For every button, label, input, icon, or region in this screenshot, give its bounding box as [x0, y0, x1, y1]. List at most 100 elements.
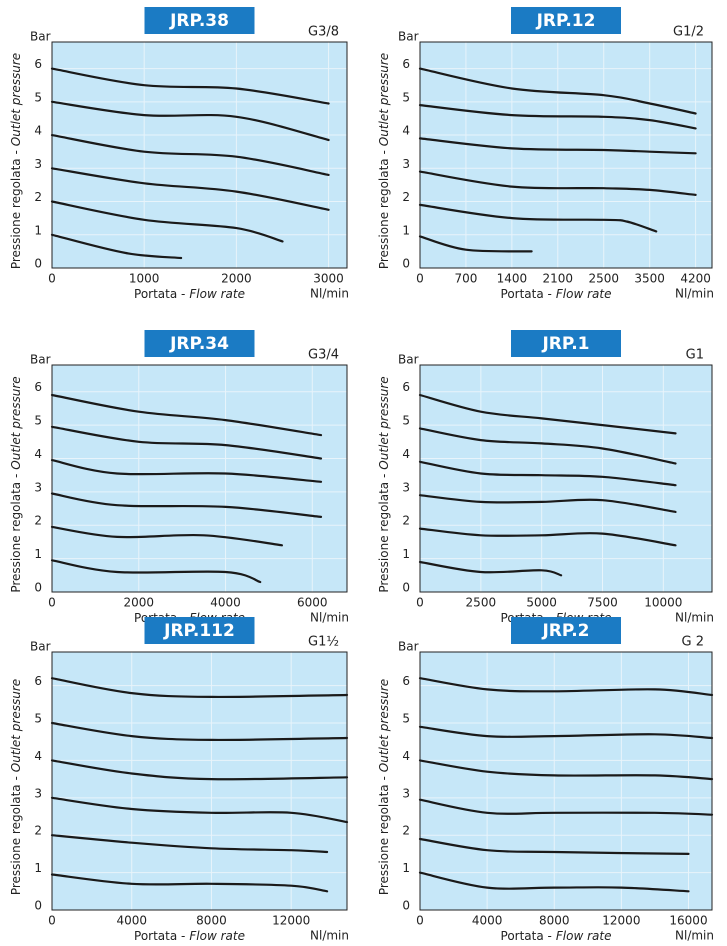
x-tick-label: 4200 — [680, 272, 711, 286]
x-tick-label: 0 — [416, 914, 424, 928]
y-tick-label: 1 — [402, 547, 410, 561]
y-tick-label: 6 — [34, 380, 42, 394]
curve — [418, 203, 658, 233]
subtitle: G1½ — [308, 635, 339, 650]
plot-area — [420, 365, 712, 592]
y-unit: Bar — [398, 640, 419, 654]
plot-area — [52, 652, 347, 910]
subtitle: G1 — [686, 348, 704, 363]
y-tick-label: 2 — [34, 190, 42, 204]
subtitle: G3/4 — [308, 348, 339, 363]
chart-title: JRP.112 — [163, 621, 235, 641]
y-label-part: Pressione regolata - — [9, 776, 23, 895]
x-label-part: Portata - — [134, 287, 185, 301]
y-unit: Bar — [30, 353, 51, 367]
x-tick-label: 2500 — [588, 272, 619, 286]
y-tick-label: 1 — [34, 223, 42, 237]
x-unit: Nl/min — [675, 611, 714, 625]
title-box — [511, 330, 621, 357]
chart: 0 1 2 3 4 5 6 0 1000 2000 3000 JRP.38 G3/8 Bar Nl/min P… — [9, 7, 349, 301]
x-tick-label: 700 — [454, 272, 477, 286]
x-unit: Nl/min — [310, 287, 349, 301]
x-tick-label: 0 — [48, 914, 56, 928]
y-axis-label: Pressione regolata - Outlet pressure — [377, 53, 391, 269]
y-unit: Bar — [30, 640, 51, 654]
y-unit: Bar — [30, 30, 51, 44]
curve — [418, 427, 677, 465]
y-tick-label: 4 — [34, 447, 42, 461]
y-tick-label: 5 — [34, 712, 42, 726]
x-axis-label: Portata - Flow rate — [134, 929, 245, 943]
x-tick-label: 8000 — [539, 914, 570, 928]
y-tick-label: 6 — [34, 57, 42, 71]
y-label-part: Pressione regolata - — [377, 150, 391, 269]
curve — [418, 527, 677, 547]
x-tick-label: 12000 — [272, 914, 310, 928]
title-box — [144, 330, 255, 357]
y-tick-label: 1 — [34, 861, 42, 875]
y-tick-label: 6 — [402, 57, 410, 71]
y-tick-label: 2 — [34, 824, 42, 838]
curve — [50, 200, 284, 243]
y-tick-label: 4 — [402, 749, 410, 763]
curve — [50, 100, 330, 142]
x-tick-label: 3500 — [634, 272, 665, 286]
curve — [418, 67, 697, 115]
x-label-part: Flow rate — [556, 287, 612, 301]
x-tick-label: 7500 — [587, 596, 618, 610]
y-tick-label: 0 — [34, 257, 42, 271]
curve — [418, 560, 563, 577]
chart: 0 1 2 3 4 5 6 0 2500 5000 7500 10000 JRP.1 G1 Bar Nl/mi… — [377, 330, 714, 625]
y-label-part: Pressione regolata - — [377, 474, 391, 593]
y-tick-label: 6 — [402, 380, 410, 394]
curve — [50, 721, 349, 742]
curve — [418, 798, 714, 816]
curve — [50, 873, 329, 893]
y-label-part: Pressione regolata - — [377, 776, 391, 895]
curve — [50, 459, 323, 483]
y-label-part: Outlet pressure — [377, 679, 391, 772]
y-tick-label: 5 — [402, 90, 410, 104]
curve — [50, 677, 349, 699]
x-tick-label: 8000 — [196, 914, 227, 928]
curve — [418, 393, 677, 435]
y-label-part: Pressione regolata - — [9, 474, 23, 593]
y-tick-label: 6 — [402, 674, 410, 688]
x-label-part: Portata - — [134, 929, 185, 943]
y-unit: Bar — [398, 30, 419, 44]
y-tick-label: 1 — [34, 547, 42, 561]
y-label-part: Pressione regolata - — [9, 150, 23, 269]
chart: 0 1 2 3 4 5 6 0 4000 8000 12000 JRP.112 G1½ Bar Nl/min… — [9, 617, 349, 943]
y-axis-label: Pressione regolata - Outlet pressure — [9, 679, 23, 895]
y-label-part: Outlet pressure — [9, 53, 23, 146]
x-label-part: Flow rate — [189, 929, 245, 943]
curve — [50, 834, 329, 854]
curve — [418, 871, 690, 893]
y-tick-label: 3 — [34, 480, 42, 494]
y-tick-label: 0 — [402, 899, 410, 913]
x-unit: Nl/min — [675, 929, 714, 943]
plot-border — [419, 41, 713, 269]
y-tick-label: 1 — [402, 861, 410, 875]
curve — [418, 494, 677, 513]
y-tick-label: 3 — [402, 786, 410, 800]
curve — [50, 525, 283, 547]
chart-title: JRP.34 — [169, 334, 229, 354]
y-tick-label: 0 — [34, 581, 42, 595]
x-tick-label: 2100 — [543, 272, 574, 286]
x-tick-label: 0 — [48, 596, 56, 610]
x-tick-label: 6000 — [297, 596, 328, 610]
title-box — [511, 7, 621, 34]
x-tick-label: 5000 — [526, 596, 557, 610]
title-box — [511, 617, 621, 644]
chart-title: JRP.38 — [169, 11, 229, 31]
plot-border — [51, 41, 348, 269]
x-tick-label: 12000 — [602, 914, 640, 928]
chart-title: JRP.12 — [536, 11, 596, 31]
y-label-part: Outlet pressure — [9, 376, 23, 469]
y-tick-label: 3 — [34, 157, 42, 171]
x-label-part: Portata - — [501, 287, 552, 301]
subtitle: G3/8 — [308, 25, 339, 40]
chart: 0 1 2 3 4 5 6 0 4000 8000 12000 16000 JRP.2 G 2 Bar Nl/… — [377, 617, 714, 943]
